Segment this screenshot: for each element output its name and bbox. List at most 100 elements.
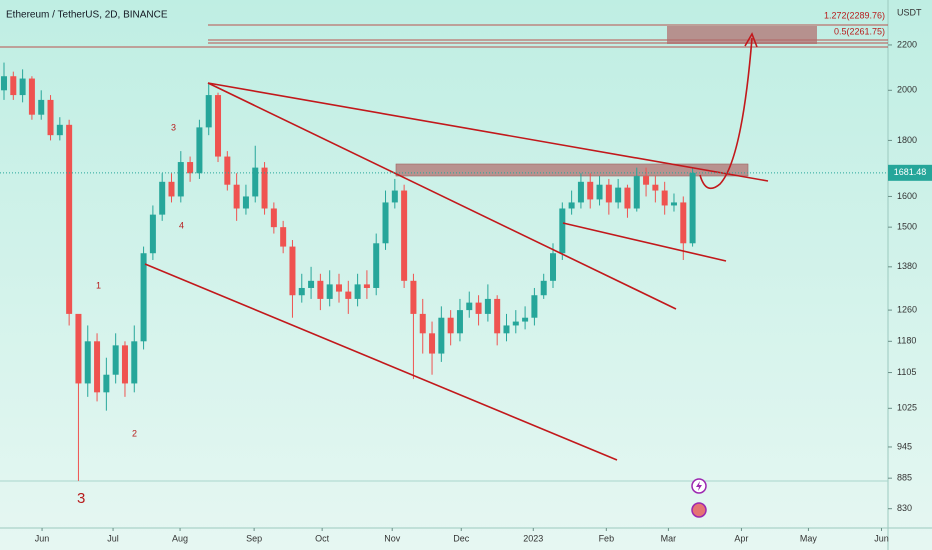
event-icon[interactable] <box>691 502 707 518</box>
candle-body <box>280 227 287 247</box>
y-tick-label: 1500 <box>897 222 917 232</box>
projection-arrow <box>699 37 753 190</box>
candle-body <box>363 284 370 288</box>
fib-label: 1.272(2289.76) <box>824 10 885 20</box>
candle-body <box>103 374 110 393</box>
y-tick-label: 1260 <box>897 304 917 314</box>
candle-body <box>605 184 612 203</box>
candle-body <box>419 313 426 334</box>
candle-body <box>19 78 26 96</box>
trendline <box>562 222 727 262</box>
candle-body <box>661 190 668 206</box>
candle-body <box>615 187 622 203</box>
candle-body <box>633 176 640 209</box>
y-tick-label: 885 <box>897 473 912 483</box>
candle-body <box>494 298 501 334</box>
candle-body <box>205 95 212 128</box>
candle-body <box>317 280 324 299</box>
candle-body <box>289 246 296 296</box>
candle-body <box>587 181 594 200</box>
candle-body <box>168 181 175 197</box>
candle-body <box>503 325 510 334</box>
y-tick-label: 2200 <box>897 39 917 49</box>
candle-body <box>47 99 54 136</box>
candle-body <box>242 196 249 209</box>
candle-body <box>10 76 17 96</box>
x-tick-label: Feb <box>599 533 615 543</box>
y-tick-label: 1025 <box>897 403 917 413</box>
candle-body <box>429 333 436 354</box>
candles <box>1 62 696 481</box>
x-tick-label: Dec <box>453 533 470 543</box>
candle-body <box>177 162 184 197</box>
candle-body <box>1 76 8 91</box>
candle-body <box>354 284 361 299</box>
y-tick-label: 830 <box>897 503 912 513</box>
candle-body <box>596 184 603 200</box>
candle-body <box>522 317 529 322</box>
candle-body <box>447 317 454 334</box>
y-tick-label: 2000 <box>897 85 917 95</box>
x-tick-label: Aug <box>172 533 188 543</box>
x-tick-label: Mar <box>661 533 677 543</box>
trendline <box>207 82 769 182</box>
trendline <box>144 263 618 461</box>
trendlines <box>144 32 769 461</box>
candle-body <box>559 208 566 254</box>
candle-body <box>187 162 194 174</box>
candle-body <box>84 341 91 384</box>
candle-body <box>456 310 463 334</box>
candle-body <box>475 302 482 314</box>
x-tick-label: Jul <box>107 533 119 543</box>
wave-label: 3 <box>77 490 85 507</box>
candle-body <box>140 253 147 342</box>
candle-body <box>624 187 631 209</box>
candle-body <box>112 345 119 375</box>
candle-body <box>512 321 519 326</box>
candle-body <box>577 181 584 203</box>
candle-body <box>270 208 277 228</box>
candle-body <box>196 127 203 174</box>
candle-body <box>335 284 342 292</box>
last-price-box <box>888 164 932 181</box>
candle-body <box>689 172 696 244</box>
x-tick-label: May <box>800 533 818 543</box>
chart-title: Ethereum / TetherUS, 2D, BINANCE <box>6 10 168 21</box>
wave-label: 3 <box>171 122 176 132</box>
candle-body <box>531 295 538 318</box>
candle-body <box>373 243 380 288</box>
candle-body <box>38 99 45 115</box>
x-tick-label: Nov <box>384 533 401 543</box>
fib-label: 0.5(2261.75) <box>834 26 885 36</box>
candle-body <box>438 317 445 354</box>
candle-body <box>484 298 491 314</box>
y-tick-label: 1800 <box>897 135 917 145</box>
candle-body <box>56 124 63 136</box>
wave-label: 1 <box>96 280 101 290</box>
candle-body <box>252 167 259 197</box>
axis-unit: USDT <box>897 7 922 17</box>
candle-body <box>550 253 557 281</box>
candle-body <box>410 280 417 314</box>
candle-body <box>643 176 650 185</box>
wave-label: 2 <box>132 428 137 438</box>
x-tick-label: Jun <box>874 533 889 543</box>
candle-body <box>326 284 333 299</box>
candle-body <box>261 167 268 209</box>
candle-body <box>568 202 575 209</box>
candle-body <box>121 345 128 384</box>
candle-body <box>670 202 677 206</box>
candle-body <box>149 214 156 254</box>
candle-body <box>28 78 35 115</box>
candle-body <box>345 291 352 299</box>
y-tick-label: 1380 <box>897 261 917 271</box>
event-icon-glyph <box>696 481 702 491</box>
candle-body <box>652 184 659 191</box>
wave-label: 4 <box>179 220 184 230</box>
candle-body <box>233 184 240 209</box>
x-tick-label: 2023 <box>523 533 543 543</box>
arrow-head <box>744 32 758 48</box>
candle-body <box>298 287 305 296</box>
